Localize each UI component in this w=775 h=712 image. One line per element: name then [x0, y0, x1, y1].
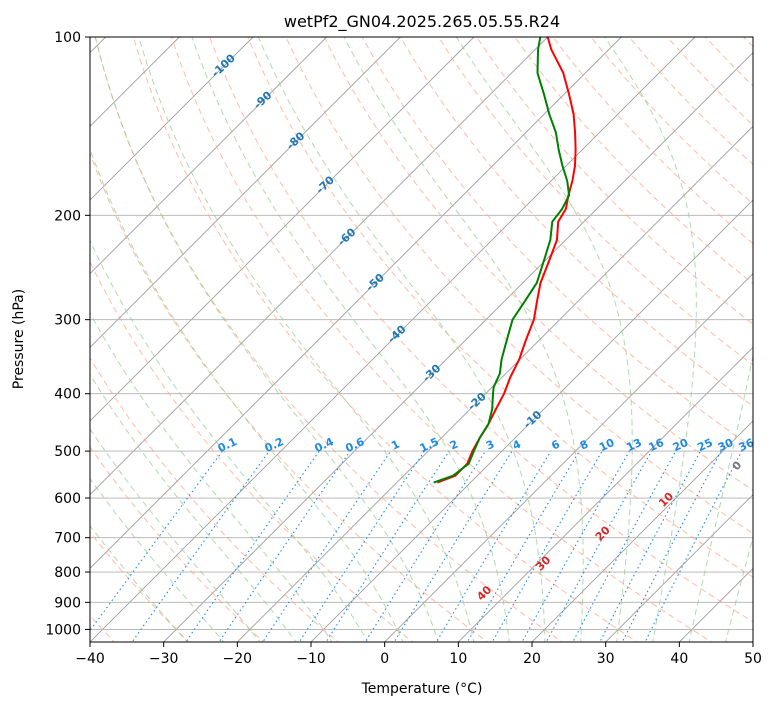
dry-adiabat-line: [361, 37, 753, 449]
mixing-ratio-line: [325, 450, 450, 642]
mixing-ratio-line: [90, 450, 223, 632]
mixing-ratio-line: [298, 450, 425, 642]
mixing-ratio-line: [393, 450, 513, 642]
moist-adiabat-line: [90, 147, 404, 642]
moist-adiabat-line: [90, 524, 188, 642]
mixing-ratio-line: [644, 450, 743, 642]
mixing-ratio-line: [435, 450, 552, 642]
isotherm-line: [90, 37, 696, 642]
mixing-ratio-line: [491, 450, 603, 642]
mixing-ratio-label: 36: [737, 436, 757, 454]
x-tick-label: 10: [449, 651, 467, 667]
dewpoint-profile-line: [433, 37, 571, 484]
x-tick-label: 40: [670, 651, 688, 667]
mixing-ratio-label: 10: [597, 436, 617, 454]
dry-adiabat-line: [247, 37, 753, 578]
dry-adiabat-line: [132, 37, 638, 642]
moist-adiabat-line: [257, 37, 546, 642]
mixing-ratio-line: [466, 450, 580, 642]
x-tick-label: 20: [523, 651, 541, 667]
y-tick-label: 700: [54, 531, 81, 547]
moist-adiabat-line: [90, 311, 333, 642]
y-tick-label: 800: [54, 565, 81, 581]
dry-adiabat-line: [90, 446, 265, 642]
dry-adiabat-line: [171, 37, 713, 642]
mixing-ratio-label: 25: [695, 436, 714, 454]
moist-adiabat-line: [191, 37, 510, 642]
y-tick-label: 900: [54, 595, 81, 611]
mixing-ratio-line: [621, 450, 722, 642]
isotherm-line: [163, 52, 753, 642]
mixing-ratio-label: 13: [624, 436, 643, 454]
moist-adiabat-line: [94, 37, 439, 642]
x-tick-label: −10: [296, 651, 326, 667]
isotherm-line: [90, 37, 327, 275]
isotherm-line: [237, 125, 753, 642]
axes: −40 −30 −20 −10 0 10 20 30 40 50 100 200 300 400 500 60…: [45, 30, 762, 667]
isotherm-line: [90, 37, 475, 422]
dry-adiabat-line: [209, 37, 753, 623]
dry-adiabat-line: [90, 356, 340, 642]
x-tick-label: 0: [380, 651, 389, 667]
mixing-ratio-label: 30: [716, 436, 736, 454]
y-tick-label: 1000: [45, 622, 81, 638]
moist-adiabat-line: [138, 37, 475, 642]
y-tick-label: 200: [54, 208, 81, 224]
y-tick-label: 300: [54, 313, 81, 329]
isotherm-line: [310, 199, 753, 642]
dry-adiabat-line: [323, 37, 753, 491]
x-axis-label: Temperature (°C): [361, 681, 483, 697]
y-tick-label: 500: [54, 444, 81, 460]
y-axis-label: Pressure (hPa): [11, 289, 27, 389]
dry-adiabat-line: [476, 37, 753, 325]
moist-adiabat-line: [90, 477, 225, 642]
mixing-ratio-line: [218, 450, 351, 642]
y-tick-label: 600: [54, 491, 81, 507]
dry-adiabat-line: [514, 37, 753, 285]
isotherm-line: [605, 494, 753, 642]
isotherm-line: [90, 37, 254, 201]
x-tick-label: 50: [744, 651, 762, 667]
y-tick-label: 400: [54, 387, 81, 403]
isotherm-line: [458, 346, 753, 642]
y-tick-label: 100: [54, 30, 81, 46]
dry-adiabat-line: [438, 37, 753, 366]
moist-adiabat-line: [343, 37, 584, 642]
dry-adiabat-line: [90, 260, 414, 642]
moist-adiabat-line: [90, 239, 369, 642]
dry-adiabat-line: [285, 37, 753, 535]
isotherm-line: [90, 37, 622, 569]
x-tick-label: −20: [223, 651, 253, 667]
moist-adiabat-line: [604, 37, 697, 642]
isotherm-line: [90, 37, 401, 348]
mixing-ratio-line: [521, 450, 630, 642]
moist-adiabat-line: [90, 373, 297, 642]
chart-title: wetPf2_GN04.2025.265.05.55.R24: [284, 12, 560, 32]
dry-adiabat-line: [94, 37, 564, 642]
moist-adiabat-line: [455, 37, 633, 642]
isotherm-line: [384, 273, 753, 642]
isotherm-line: [531, 420, 753, 642]
dry-adiabat-line: [90, 152, 489, 642]
moist-adiabat-line: [725, 535, 753, 642]
x-tick-label: −30: [149, 651, 179, 667]
x-tick-label: −40: [75, 651, 105, 667]
isotherm-line: [90, 37, 548, 496]
mixing-ratio-label: 20: [671, 436, 691, 454]
dry-adiabat-line: [399, 37, 753, 407]
moist-adiabat-line: [90, 427, 261, 642]
background-lines: [90, 37, 753, 642]
moist-adiabat-line: [688, 353, 753, 642]
mixing-ratio-line: [262, 450, 392, 642]
profiles: [433, 37, 577, 484]
mixing-ratio-line: [364, 450, 486, 642]
mixing-ratio-label: 16: [647, 436, 667, 454]
plot-frame: [89, 36, 754, 643]
x-tick-label: 30: [597, 651, 615, 667]
